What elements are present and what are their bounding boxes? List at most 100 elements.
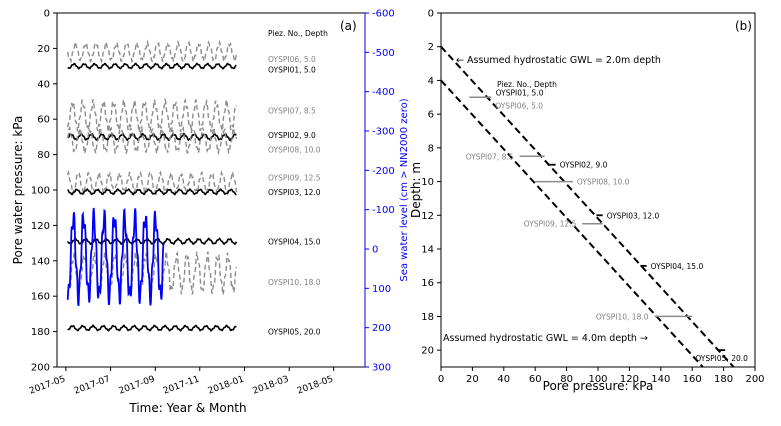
panel-b-x-tick-label: 140 [651, 374, 670, 385]
panel-a-y2-tick-label: -600 [372, 9, 395, 20]
panel-a-x-tick-label: 2017-05 [28, 374, 67, 396]
panel-b-hydrostatic-text: Assumed hydrostatic GWL = 2.0m depth [467, 55, 661, 66]
panel-a-y2-tick-label: 200 [372, 323, 391, 334]
panel-a-x-tick-label: 2017-07 [73, 374, 112, 396]
panel-a-y-tick-label: 200 [31, 363, 50, 374]
panel-a-legend-header: Piez. No., Depth [268, 29, 328, 38]
panel-a-sea-level-line [66, 207, 165, 306]
panel-b-y-tick-label: 14 [421, 245, 434, 256]
panel-a-y2-tick-label: -300 [372, 127, 395, 138]
panel-a-y-tick-label: 60 [37, 115, 50, 126]
panel-a-y-tick-label: 100 [31, 186, 50, 197]
panel-a-y-tick-label: 0 [44, 9, 50, 20]
panel-b-y-label: Depth: m [409, 162, 423, 218]
panel-b-x-tick-label: 200 [745, 374, 764, 385]
panel-a-y2-tick-label: 0 [372, 245, 378, 256]
panel-a-y2-tick-label: 100 [372, 284, 391, 295]
panel-a-series-line [67, 249, 238, 296]
panel-b-hydrostatic-lines: ← Assumed hydrostatic GWL = 2.0m depthAs… [440, 46, 735, 368]
panel-b-point-label: OYSPI03, 12.0 [607, 211, 660, 220]
panel-b-y-tick-label: 16 [421, 278, 434, 289]
panel-b-x-axis: 0 20 40 60 80 100 120 140 160 180 200 [438, 367, 765, 385]
panel-a-chart: 2017-05 2017-07 2017-09 2017-11 2018-01 2018-… [11, 9, 410, 416]
panel-b-y-tick-label: 4 [428, 76, 434, 87]
panel-a-y-tick-label: 180 [31, 327, 50, 338]
panel-b-hydrostatic-arrow: ← [456, 55, 464, 66]
panel-a-y-label: Pore water pressure: kPa [11, 116, 25, 265]
panel-b-x-tick-label: 180 [714, 374, 733, 385]
panel-a-y-tick-label: 80 [37, 150, 50, 161]
panel-a-y2-tick-label: -100 [372, 205, 395, 216]
panel-a-y-tick-label: 140 [31, 256, 50, 267]
panel-b-point-label: OYSPI08, 10.0 [577, 178, 630, 187]
panel-b-y-tick-label: 8 [428, 143, 434, 154]
panel-a-x-tick-label: 2018-05 [296, 374, 335, 396]
panel-a-series-label: OYSPI04, 15.0 [268, 237, 321, 246]
panel-b-hydrostatic-arrow: → [640, 333, 648, 344]
panel-a-y2-tick-label: 300 [372, 363, 391, 374]
panel-a-series-line [67, 39, 238, 64]
panel-b-hydrostatic-line [440, 79, 704, 368]
panel-a-series-label: OYSPI01, 5.0 [268, 66, 316, 75]
panel-b-points: OYSPI01, 5.0 OYSPI06, 5.0 OYSPI07, 8.5 OYSP… [466, 88, 748, 363]
panel-a-sea-level-group [66, 207, 165, 306]
panel-a-series-line [67, 62, 237, 70]
panel-a-x-tick-label: 2017-09 [118, 374, 157, 396]
panel-b-point-label: OYSPI06, 5.0 [495, 101, 543, 110]
panel-b-y-tick-label: 18 [421, 312, 434, 323]
panel-a-series-line [67, 169, 238, 197]
panel-a-y-tick-label: 40 [37, 79, 50, 90]
panel-b-hydrostatic-text: Assumed hydrostatic GWL = 4.0m depth [443, 333, 637, 344]
panel-b-hydrostatic-line [440, 46, 735, 368]
panel-a-series-line [67, 324, 237, 332]
panel-a-y2-tick-label: -500 [372, 48, 395, 59]
panel-a-x-tick-label: 2017-11 [162, 374, 201, 396]
panel-a-y2-label: Sea water level (cm > NN2000 zero) [399, 98, 410, 281]
panel-b-x-tick-label: 120 [620, 374, 639, 385]
panel-a-series-label: OYSPI10, 18.0 [268, 278, 321, 287]
panel-a-series-labels: OYSPI06, 5.0 OYSPI01, 5.0 OYSPI07, 8.5 OYSP… [268, 55, 321, 337]
panel-b-x-label: Pore pressure: kPa [543, 379, 654, 393]
panel-a-x-tick-label: 2018-03 [251, 374, 290, 396]
panel-a-y-tick-label: 120 [31, 221, 50, 232]
panel-a-series-label: OYSPI03, 12.0 [268, 188, 321, 197]
panel-b-y-tick-label: 2 [428, 42, 434, 53]
panel-b-x-tick-label: 80 [560, 374, 573, 385]
panel-a-series-group [66, 39, 238, 332]
panel-b-y-tick-label: 20 [421, 346, 434, 357]
panel-a-series-label: OYSPI08, 10.0 [268, 145, 321, 154]
panel-b-point-label: OYSPI02, 9.0 [560, 161, 608, 170]
panel-b-y-tick-label: 12 [421, 211, 434, 222]
panel-a-series-line [67, 96, 238, 134]
panel-a-y-axis: 0 20 40 60 80 100 120 140 160 180 200 [31, 9, 57, 374]
panel-a-y-tick-label: 160 [31, 292, 50, 303]
panel-a-label: (a) [340, 19, 357, 33]
panel-b-hydrostatic-label: ← Assumed hydrostatic GWL = 2.0m depth [456, 55, 661, 66]
panel-b-legend-header: Piez. No., Depth [497, 80, 557, 89]
panel-b-chart: ← Assumed hydrostatic GWL = 2.0m depthAs… [409, 9, 765, 394]
panel-b-point-label: OYSPI05, 20.0 [695, 354, 748, 363]
panel-a-x-axis: 2017-05 2017-07 2017-09 2017-11 2018-01 2018-… [28, 367, 335, 397]
panel-b-point-label: OYSPI01, 5.0 [496, 88, 544, 97]
panel-b-point-label: OYSPI04, 15.0 [651, 262, 704, 271]
panel-b-point-label: OYSPI09, 12.5 [524, 220, 577, 229]
panel-a-x-label: Time: Year & Month [128, 401, 246, 415]
panel-a-y-tick-label: 20 [37, 44, 50, 55]
panel-a-series-line [67, 187, 237, 196]
panel-a-y2-tick-label: -200 [372, 166, 395, 177]
panel-a-series-label: OYSPI09, 12.5 [268, 174, 321, 183]
panel-b-y-tick-label: 6 [428, 110, 434, 121]
panel-a-series-label: OYSPI02, 9.0 [268, 131, 316, 140]
panel-b-x-tick-label: 0 [438, 374, 444, 385]
panel-b-x-tick-label: 20 [466, 374, 479, 385]
panel-b-y-tick-label: 10 [421, 177, 434, 188]
panel-a-series-line [67, 124, 238, 156]
panel-a-series-label: OYSPI07, 8.5 [268, 106, 316, 115]
panel-a-x-tick-label: 2018-01 [207, 374, 246, 396]
panel-a-series-line [67, 132, 237, 142]
panel-b-x-tick-label: 40 [497, 374, 510, 385]
panel-b-y-axis: 0 2 4 6 8 10 12 14 16 18 20 [421, 9, 441, 357]
panel-b-x-tick-label: 60 [529, 374, 542, 385]
panel-b-y-tick-label: 0 [428, 9, 434, 20]
